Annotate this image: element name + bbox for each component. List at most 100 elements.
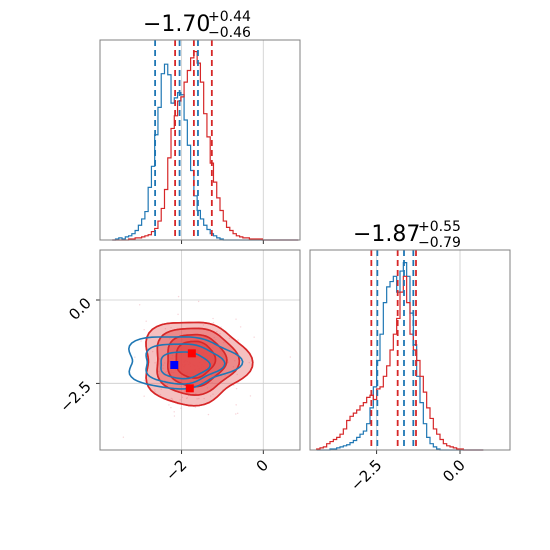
sample-point bbox=[194, 406, 197, 408]
sample-point bbox=[207, 413, 210, 416]
sample-point bbox=[235, 413, 237, 415]
sample-point bbox=[143, 395, 145, 397]
sample-point bbox=[164, 379, 166, 382]
sample-point bbox=[202, 324, 205, 326]
sample-point bbox=[181, 396, 184, 398]
sample-point bbox=[163, 362, 166, 364]
sample-point bbox=[195, 393, 197, 395]
sample-point bbox=[173, 415, 176, 417]
hist-y-frame bbox=[309, 249, 511, 451]
sample-point bbox=[173, 411, 175, 413]
sample-point bbox=[154, 362, 156, 364]
sample-point bbox=[179, 399, 181, 401]
sample-point bbox=[235, 404, 237, 406]
hist-x-panel bbox=[99, 39, 301, 244]
sample-point bbox=[167, 373, 169, 375]
sample-point bbox=[212, 317, 214, 320]
x-tick-label: −2.5 bbox=[347, 456, 385, 494]
sample-point bbox=[228, 337, 231, 339]
sample-point bbox=[239, 326, 242, 328]
sample-point bbox=[237, 382, 239, 384]
sample-point bbox=[143, 328, 145, 331]
marker-red bbox=[325, 286, 333, 294]
sample-point bbox=[152, 350, 154, 353]
sample-point bbox=[159, 394, 161, 396]
sample-point bbox=[206, 387, 209, 389]
sample-point bbox=[171, 398, 174, 400]
title-y-sub: −0.79 bbox=[418, 235, 461, 251]
sample-point bbox=[177, 313, 179, 316]
sample-point bbox=[220, 326, 222, 328]
sample-point bbox=[134, 356, 136, 358]
scatter-frame bbox=[99, 249, 301, 451]
sample-point bbox=[234, 360, 236, 362]
sample-point bbox=[168, 338, 171, 340]
sample-point bbox=[143, 379, 146, 382]
hist-y-panel: −2.5 0.0 bbox=[309, 249, 511, 495]
sample-point bbox=[236, 373, 238, 376]
hist-y-blue bbox=[316, 262, 484, 451]
sample-point bbox=[212, 393, 214, 395]
sample-point bbox=[213, 336, 215, 339]
sample-point bbox=[166, 370, 168, 373]
title-x-main: −1.70 bbox=[143, 12, 210, 37]
sample-point bbox=[232, 366, 235, 368]
sample-point bbox=[223, 341, 225, 344]
x-tick-label: −2 bbox=[162, 456, 190, 484]
title-y-main: −1.87 bbox=[353, 222, 420, 247]
sample-point bbox=[170, 406, 172, 409]
sample-point bbox=[160, 388, 162, 391]
red-contour-outline bbox=[167, 333, 228, 388]
sample-point bbox=[177, 295, 180, 298]
sample-point bbox=[235, 387, 238, 390]
sample-point bbox=[162, 367, 164, 369]
scatter-plot-area bbox=[100, 250, 333, 450]
sample-point bbox=[203, 397, 205, 400]
hist-x-red bbox=[112, 50, 299, 241]
sample-point bbox=[170, 397, 172, 400]
sample-point bbox=[145, 320, 147, 322]
sample-point bbox=[170, 327, 172, 329]
title-x-sub: −0.46 bbox=[208, 25, 251, 41]
sample-point bbox=[198, 397, 200, 400]
hist-y-red bbox=[316, 275, 484, 451]
sample-point bbox=[233, 384, 235, 386]
sample-point bbox=[235, 318, 237, 320]
hist-x-blue bbox=[112, 63, 299, 241]
sample-point bbox=[197, 300, 200, 303]
sample-point bbox=[237, 339, 239, 341]
sample-point bbox=[227, 361, 229, 363]
sample-point bbox=[164, 328, 167, 330]
sample-point bbox=[216, 330, 218, 333]
red-contour-outline bbox=[156, 327, 241, 396]
sample-point bbox=[162, 364, 164, 366]
sample-point bbox=[158, 371, 160, 373]
red-contour-outline bbox=[145, 321, 254, 407]
scatter-panel: −2 0 0.0 −2.5 bbox=[56, 249, 333, 484]
sample-point bbox=[248, 361, 250, 364]
x-tick-label: 0 bbox=[253, 456, 272, 475]
sample-point bbox=[179, 385, 181, 388]
sample-point bbox=[160, 378, 162, 381]
sample-point bbox=[154, 391, 156, 393]
sample-point bbox=[210, 395, 212, 397]
hist-x-frame bbox=[99, 39, 301, 241]
sample-point bbox=[138, 304, 141, 306]
x-tick-label: 0.0 bbox=[439, 456, 469, 486]
sample-point bbox=[158, 358, 161, 360]
marker-red bbox=[185, 384, 194, 393]
sample-point bbox=[224, 374, 226, 376]
y-tick-label: 0.0 bbox=[65, 294, 95, 324]
title-x-sup: +0.44 bbox=[208, 9, 251, 25]
sample-point bbox=[122, 436, 125, 438]
sample-point bbox=[166, 383, 169, 386]
sample-point bbox=[211, 381, 213, 384]
sample-point bbox=[289, 356, 292, 358]
red-contour-outline bbox=[175, 340, 217, 379]
sample-point bbox=[185, 397, 188, 400]
sample-point bbox=[168, 404, 170, 406]
sample-point bbox=[140, 340, 142, 342]
sample-point bbox=[236, 412, 239, 415]
marker-blue bbox=[170, 361, 179, 369]
